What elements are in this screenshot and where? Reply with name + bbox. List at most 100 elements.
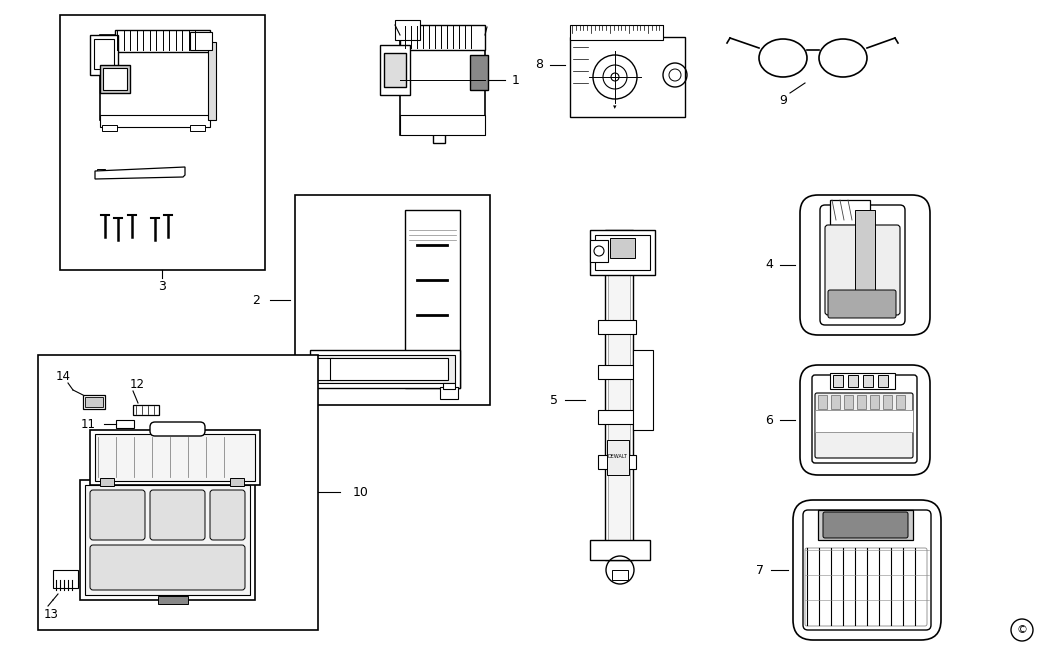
- Bar: [830, 373, 895, 389]
- Bar: [878, 375, 888, 387]
- FancyBboxPatch shape: [812, 375, 917, 463]
- Text: 11: 11: [81, 417, 96, 430]
- FancyBboxPatch shape: [828, 290, 896, 318]
- Bar: [103, 68, 127, 90]
- Bar: [896, 395, 905, 409]
- FancyBboxPatch shape: [90, 490, 145, 540]
- Bar: [883, 395, 892, 409]
- Bar: [595, 235, 650, 270]
- Bar: [94, 39, 114, 69]
- Bar: [384, 53, 406, 87]
- Bar: [52, 570, 78, 588]
- Circle shape: [611, 73, 619, 81]
- Bar: [330, 358, 448, 380]
- Bar: [818, 395, 827, 409]
- Bar: [85, 397, 103, 407]
- Bar: [870, 395, 879, 409]
- Bar: [400, 115, 485, 135]
- Bar: [633, 350, 653, 430]
- Bar: [590, 240, 608, 262]
- Text: ©: ©: [1016, 625, 1028, 635]
- Text: 12: 12: [129, 378, 145, 391]
- Bar: [605, 230, 633, 560]
- Bar: [607, 440, 629, 475]
- Bar: [590, 540, 650, 560]
- Bar: [116, 30, 210, 52]
- Text: 6: 6: [765, 413, 773, 426]
- Text: DEWALT: DEWALT: [608, 454, 628, 459]
- Bar: [612, 570, 628, 580]
- Bar: [598, 320, 636, 334]
- Bar: [100, 35, 210, 120]
- Bar: [90, 430, 260, 485]
- Bar: [315, 358, 333, 380]
- Text: 5: 5: [550, 393, 558, 406]
- FancyBboxPatch shape: [90, 545, 245, 590]
- Bar: [295, 195, 490, 405]
- Bar: [158, 596, 188, 604]
- Text: ▾: ▾: [613, 104, 616, 110]
- Circle shape: [1011, 619, 1033, 641]
- Bar: [100, 115, 210, 127]
- Bar: [570, 25, 663, 40]
- Bar: [80, 480, 255, 600]
- Text: 4: 4: [765, 258, 773, 271]
- Text: 14: 14: [56, 371, 70, 384]
- Bar: [133, 405, 159, 415]
- Bar: [85, 485, 250, 595]
- Bar: [831, 395, 840, 409]
- Text: 3: 3: [159, 280, 166, 293]
- Text: 10: 10: [353, 485, 369, 498]
- Bar: [310, 350, 460, 388]
- FancyBboxPatch shape: [823, 512, 908, 538]
- Bar: [400, 25, 485, 50]
- Text: 13: 13: [43, 607, 59, 620]
- Bar: [400, 35, 485, 135]
- Bar: [844, 395, 853, 409]
- Bar: [395, 20, 420, 40]
- Bar: [610, 238, 635, 258]
- Bar: [848, 375, 858, 387]
- Bar: [315, 355, 455, 383]
- FancyBboxPatch shape: [803, 510, 931, 630]
- Bar: [100, 478, 114, 486]
- Bar: [590, 230, 655, 275]
- Bar: [433, 133, 445, 143]
- Bar: [100, 65, 130, 93]
- FancyBboxPatch shape: [820, 205, 905, 325]
- Bar: [863, 375, 873, 387]
- Bar: [405, 210, 460, 388]
- Bar: [855, 210, 875, 310]
- Bar: [90, 35, 118, 75]
- Bar: [443, 383, 455, 389]
- Text: 1: 1: [512, 73, 520, 86]
- Bar: [608, 235, 630, 555]
- Bar: [815, 410, 914, 432]
- Polygon shape: [94, 167, 185, 179]
- FancyBboxPatch shape: [815, 393, 914, 458]
- FancyBboxPatch shape: [825, 225, 900, 315]
- Bar: [830, 200, 870, 225]
- Text: 8: 8: [536, 58, 543, 71]
- Bar: [83, 395, 105, 409]
- FancyBboxPatch shape: [210, 490, 245, 540]
- Bar: [208, 42, 216, 120]
- Bar: [598, 365, 636, 379]
- Bar: [190, 125, 205, 131]
- Bar: [470, 55, 488, 90]
- Bar: [94, 434, 255, 481]
- Bar: [60, 15, 265, 270]
- FancyBboxPatch shape: [793, 500, 941, 640]
- Bar: [38, 355, 318, 630]
- FancyBboxPatch shape: [150, 422, 205, 436]
- Bar: [97, 169, 105, 177]
- Bar: [598, 455, 636, 469]
- Bar: [116, 420, 134, 428]
- Text: 2: 2: [252, 293, 260, 306]
- Bar: [190, 32, 212, 50]
- Bar: [440, 387, 458, 399]
- Bar: [230, 478, 244, 486]
- FancyBboxPatch shape: [800, 195, 930, 335]
- Bar: [857, 395, 866, 409]
- Text: 7: 7: [756, 563, 764, 576]
